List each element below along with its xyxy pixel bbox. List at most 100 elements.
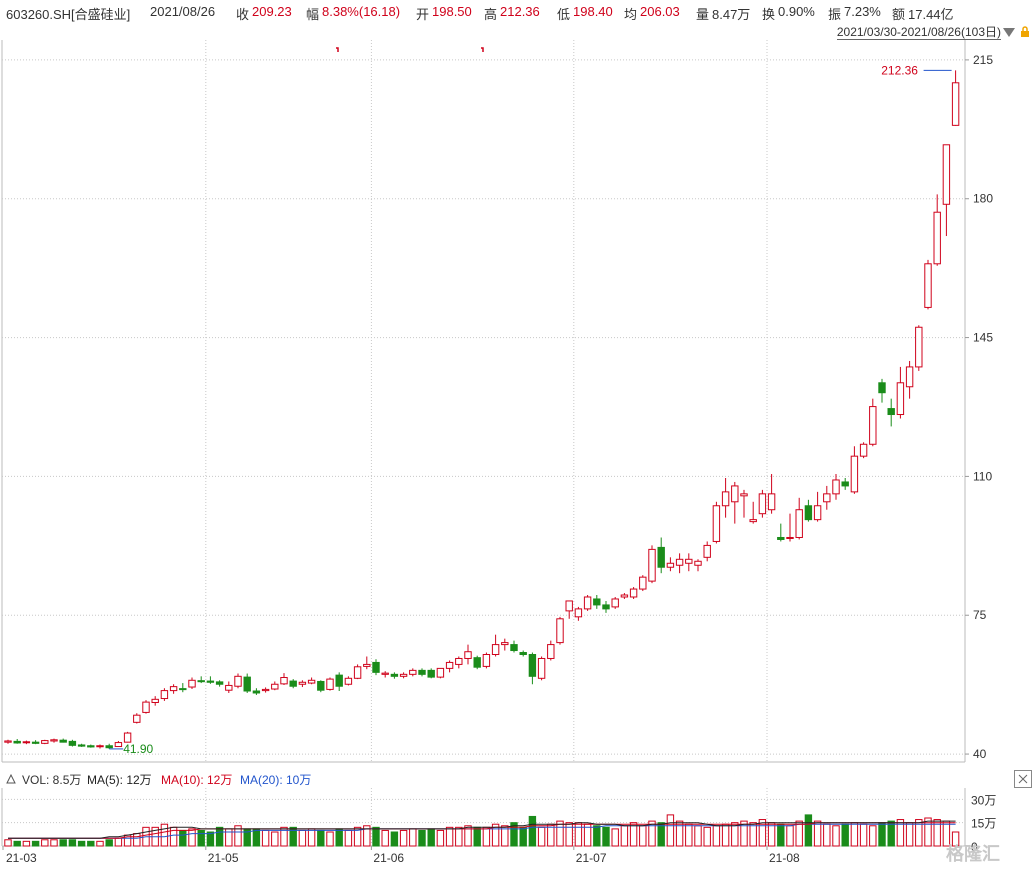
volume-bar	[841, 823, 849, 847]
candle-body	[869, 406, 877, 445]
candle-body	[317, 680, 325, 691]
volume-bar	[611, 828, 619, 847]
volume-bar	[813, 820, 822, 847]
volume-bar	[629, 822, 638, 847]
candle-body	[611, 598, 619, 608]
price-chart[interactable]: 40 75 110 145 180 215 212.36 41.90	[0, 40, 1035, 768]
volume-bar	[905, 822, 914, 847]
watermark-logo: 格隆汇	[946, 844, 1000, 864]
low-label: 低	[557, 7, 571, 22]
candle-body	[114, 742, 123, 748]
date-range-selector[interactable]: 2021/03/30-2021/08/26(103日)	[810, 24, 1035, 41]
volume-bar	[105, 839, 113, 847]
candle-body	[59, 739, 67, 743]
expand-button[interactable]	[1014, 770, 1032, 788]
candle-body	[169, 686, 178, 692]
amount-label: 额	[892, 7, 906, 22]
volume-bar	[933, 819, 941, 847]
volume-bar	[823, 823, 831, 847]
ma10-value: MA(10): 12万	[161, 773, 233, 787]
volume-bar	[620, 825, 629, 847]
volume-label: 量	[696, 7, 710, 22]
ma20-value: MA(20): 10万	[240, 773, 312, 787]
candle-body	[197, 680, 205, 683]
volume-bar	[188, 828, 196, 847]
candle-body	[31, 741, 40, 744]
volume-bar	[298, 829, 307, 847]
volume-bar	[565, 822, 573, 847]
volume-bar	[344, 829, 353, 847]
date-range-text[interactable]: 2021/03/30-2021/08/26(103日)	[836, 25, 1001, 40]
volume-bar	[712, 825, 721, 847]
volume-bar	[353, 826, 362, 847]
candle-body	[721, 491, 730, 507]
candle-body	[243, 676, 251, 692]
volume-bar	[887, 820, 895, 847]
candle-body	[215, 681, 224, 685]
volume-chart[interactable]: 30万 15万 0 21-03 21-05 21-06 21-07 21-08	[0, 788, 1035, 871]
volume-bar	[4, 839, 12, 847]
candle-body	[767, 493, 776, 511]
candle-body	[620, 594, 629, 598]
candle-body	[252, 690, 261, 694]
candle-body	[896, 382, 905, 416]
price-tick-label: 40	[973, 747, 987, 761]
amplitude-label: 振	[828, 7, 842, 22]
volume-bar	[197, 829, 205, 847]
candle-body	[280, 677, 288, 685]
open-label: 开	[416, 7, 430, 22]
change-label: 幅	[306, 7, 320, 22]
turnover-value: 0.90%	[778, 4, 815, 19]
volume-bar	[740, 820, 748, 847]
x-tick-label: 21-06	[373, 851, 404, 865]
volume-bar	[418, 829, 426, 847]
candle-body	[850, 455, 859, 493]
max-price-label: 212.36	[881, 63, 918, 77]
volume-bar	[31, 840, 40, 847]
price-tick-label: 110	[973, 469, 992, 483]
candle-body	[593, 598, 601, 606]
candle-body	[418, 669, 426, 675]
x-tick-label: 21-05	[208, 851, 239, 865]
candle-body	[353, 666, 362, 679]
candle-body	[878, 382, 886, 394]
candle-body	[731, 485, 739, 503]
volume-bar	[409, 828, 417, 847]
candle-body	[4, 740, 12, 743]
vol-tick-label: 15万	[971, 817, 996, 831]
candle-body	[951, 82, 960, 126]
candle-body	[528, 654, 537, 677]
volume-bar	[510, 822, 518, 847]
close-value: 209.23	[252, 4, 292, 19]
volume-bar	[869, 825, 877, 847]
volume-bar	[206, 831, 215, 847]
ma5-line	[8, 820, 956, 839]
volume-bar	[133, 833, 141, 847]
candle-body	[694, 560, 702, 566]
volume-bar	[749, 822, 757, 847]
candle-body	[445, 661, 454, 669]
volume-bar	[372, 826, 380, 847]
candle-body	[832, 479, 840, 495]
lock-icon[interactable]	[1019, 26, 1031, 38]
candle-body	[298, 681, 307, 685]
candle-body	[740, 493, 748, 497]
candle-body	[823, 493, 831, 503]
volume-bar	[675, 820, 684, 847]
volume-bar	[68, 839, 77, 847]
x-tick-label: 21-03	[6, 851, 37, 865]
volume-value: 8.47万	[712, 7, 751, 22]
x-tick-label: 21-07	[576, 851, 607, 865]
volume-bar	[445, 826, 454, 847]
chevron-down-icon[interactable]	[1003, 28, 1015, 37]
volume-bar	[648, 820, 656, 847]
volume-bar	[537, 826, 546, 847]
volume-bar	[215, 826, 224, 847]
candle-body	[271, 683, 279, 690]
volume-bar	[317, 829, 325, 847]
volume-bar	[455, 826, 463, 847]
candle-body	[887, 408, 895, 416]
min-price-label: 41.90	[123, 742, 153, 756]
volume-bar	[59, 839, 67, 847]
high-value: 212.36	[500, 4, 540, 19]
